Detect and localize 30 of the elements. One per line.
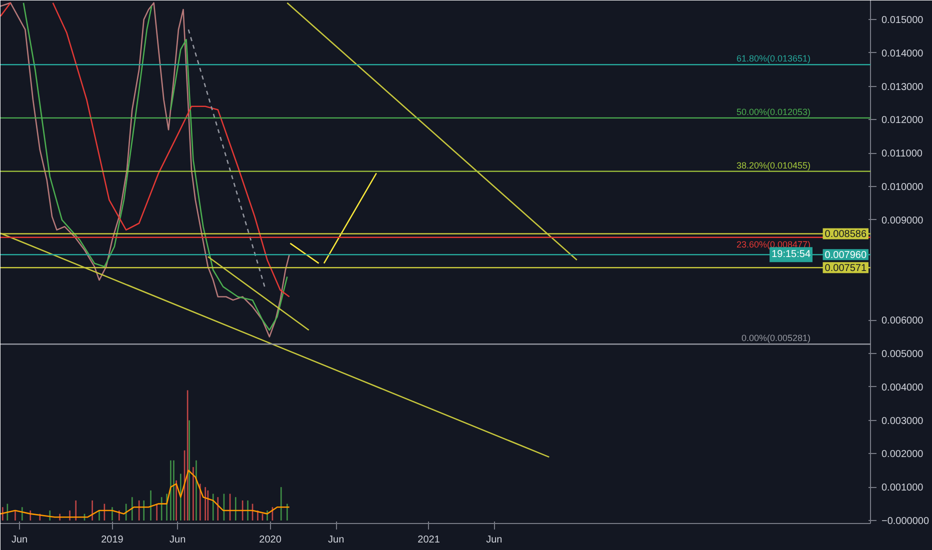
y-tick-label: 0.004000 xyxy=(882,382,924,394)
annotation: 0.008586 xyxy=(824,229,867,240)
y-tick-label: 0.013000 xyxy=(882,82,924,93)
y-tick-label: 0.009000 xyxy=(882,215,924,226)
y-tick-label: 0.005000 xyxy=(882,349,924,360)
ref-line-label: 61.80%(0.013651) xyxy=(736,54,811,64)
y-tick-label: 0.003000 xyxy=(882,416,924,427)
x-tick-label: Jun xyxy=(328,534,344,546)
annotation: 0.007571 xyxy=(824,263,867,274)
x-tick-label: 2019 xyxy=(101,534,124,546)
y-tick-label: 0.011000 xyxy=(882,148,923,160)
x-tick-label: 2021 xyxy=(418,534,440,546)
annotation: 0.007960 xyxy=(824,250,867,262)
y-tick-label: −0.000000 xyxy=(882,516,930,527)
ref-line-label: 23.60%(0.008477) xyxy=(736,239,811,250)
ref-line-label: 0.00%(0.005281) xyxy=(741,333,811,344)
y-tick-label: 0.014000 xyxy=(882,48,924,60)
x-tick-label: Jun xyxy=(486,534,502,546)
y-tick-label: 0.002000 xyxy=(882,449,924,460)
y-tick-label: 0.015000 xyxy=(882,15,924,26)
x-tick-label: Jun xyxy=(11,534,28,546)
y-tick-label: 0.001000 xyxy=(882,482,924,494)
x-tick-label: Jun xyxy=(170,534,186,546)
annotation: 19:15:54 xyxy=(772,249,811,260)
y-tick-label: 0.006000 xyxy=(882,316,924,327)
x-tick-label: 2020 xyxy=(259,534,282,546)
y-tick-label: 0.012000 xyxy=(882,115,924,126)
y-tick-label: 0.010000 xyxy=(882,182,924,194)
ref-line-label: 38.20%(0.010455) xyxy=(736,160,811,170)
ref-line-label: 50.00%(0.012053) xyxy=(736,106,811,117)
